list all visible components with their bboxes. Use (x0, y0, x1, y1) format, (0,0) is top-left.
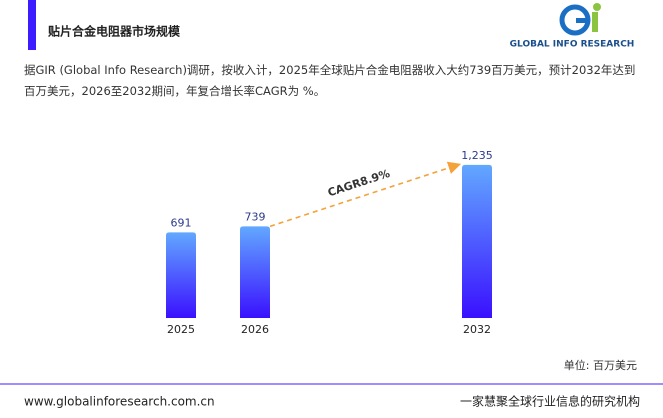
cagr-annotation: CAGR8.9% (326, 167, 391, 199)
unit-label: 单位: 百万美元 (564, 358, 637, 372)
bar (166, 232, 196, 318)
header-accent (28, 0, 36, 50)
bar (240, 226, 270, 318)
logo-mark (559, 3, 601, 36)
header-title: 贴片合金电阻器市场规模 (48, 24, 181, 39)
footer-slogan: 一家慧聚全球行业信息的研究机构 (460, 394, 640, 409)
header-bg (0, 0, 663, 50)
cagr-line (269, 161, 462, 228)
bar (462, 164, 492, 318)
x-tick-label: 2026 (241, 323, 269, 336)
intro-text: 据GIR (Global Info Research)调研，按收入计，2025年… (24, 63, 636, 98)
x-tick-label: 2025 (167, 323, 195, 336)
value-label: 1,235 (461, 149, 493, 162)
footer-website: www.globalinforesearch.com.cn (24, 395, 215, 409)
x-tick-label: 2032 (463, 323, 491, 336)
value-label: 691 (171, 216, 192, 229)
logo-text: GLOBAL INFO RESEARCH (510, 40, 635, 50)
value-label: 739 (245, 210, 266, 223)
